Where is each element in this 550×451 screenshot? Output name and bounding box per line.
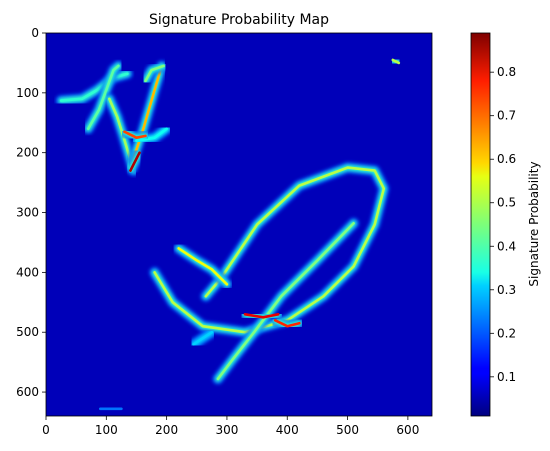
y-tick-label: 0 [31, 26, 39, 40]
y-tick-label: 300 [16, 206, 39, 220]
y-tick-label: 500 [16, 325, 39, 339]
heatmap-area [45, 32, 433, 417]
colorbar-tick-label: 0.4 [497, 239, 516, 253]
plot-frame [45, 32, 433, 417]
colorbar-tick-label: 0.2 [497, 326, 516, 340]
x-tick-label: 600 [396, 423, 419, 437]
x-axis: 0 100 200 300 400 500 600 [42, 416, 419, 437]
signature-stroke [86, 64, 120, 131]
signature-stroke [153, 166, 386, 334]
colorbar-tick-label: 0.7 [497, 109, 516, 123]
signature-stroke [123, 130, 147, 139]
colorbar: 0.1 0.2 0.3 0.4 0.5 0.6 0.7 0.8 Signature Proba… [470, 32, 541, 417]
y-axis: 0 100 200 300 400 500 600 [16, 26, 46, 399]
signature-stroke [144, 64, 165, 83]
colorbar-tick-label: 0.6 [497, 152, 516, 166]
colorbar-gradient [470, 32, 491, 417]
x-tick-label: 0 [42, 423, 50, 437]
x-tick-label: 200 [155, 423, 178, 437]
x-tick-label: 100 [95, 423, 118, 437]
y-tick-label: 600 [16, 385, 39, 399]
x-tick-label: 500 [336, 423, 359, 437]
y-tick-label: 100 [16, 86, 39, 100]
chart-title: Signature Probability Map [149, 12, 329, 28]
signature-stroke [129, 151, 141, 172]
colorbar-tick-label: 0.5 [497, 196, 516, 210]
colorbar-tick-label: 0.1 [497, 370, 516, 384]
colorbar-tick-label: 0.8 [497, 65, 516, 79]
colorbar-tick-label: 0.3 [497, 283, 516, 297]
y-tick-label: 400 [16, 265, 39, 279]
signature-stroke [192, 330, 214, 346]
colorbar-label: Signature Probability [527, 161, 541, 286]
y-tick-label: 200 [16, 146, 39, 160]
x-tick-label: 300 [215, 423, 238, 437]
x-tick-label: 400 [276, 423, 299, 437]
signature-stroke [273, 319, 301, 328]
signature-stroke [59, 72, 129, 102]
signature-stroke [177, 247, 229, 286]
signature-stroke [391, 58, 401, 65]
